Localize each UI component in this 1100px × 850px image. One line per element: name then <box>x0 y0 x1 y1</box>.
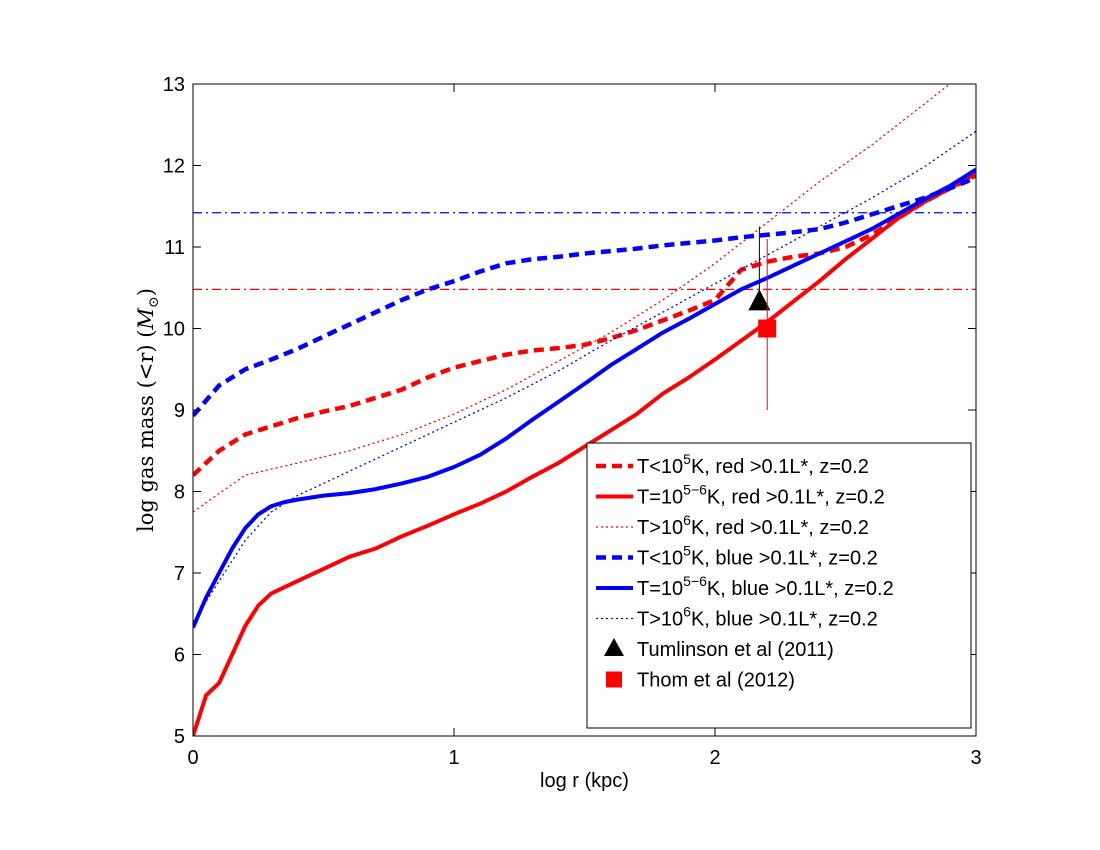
series-line-4 <box>193 175 976 418</box>
series-lines <box>193 84 976 736</box>
series-line-1 <box>193 173 976 477</box>
y-tick-label: 10 <box>163 319 185 341</box>
legend-swatch-thom <box>606 671 622 688</box>
y-tick-label: 9 <box>174 400 185 422</box>
y-tick-label: 5 <box>174 726 185 748</box>
tumlinson-point <box>748 289 771 311</box>
legend-label-5: T=105−6K, blue >0.1L*, z=0.2 <box>637 573 894 600</box>
series-line-6 <box>193 130 976 623</box>
legend-swatch-tumlinson <box>604 638 624 656</box>
observation-points <box>748 226 777 410</box>
legend-label-2: T=105−6K, red >0.1L*, z=0.2 <box>637 482 885 509</box>
y-tick-label: 6 <box>174 645 185 667</box>
y-tick-label: 7 <box>174 563 185 585</box>
x-axis-label: log r (kpc) <box>540 770 629 792</box>
series-line-2 <box>193 171 976 736</box>
thom-point <box>758 319 777 338</box>
y-tick-label: 13 <box>163 74 185 96</box>
x-tick-label: 2 <box>709 747 720 769</box>
y-tick-label: 11 <box>164 237 185 259</box>
legend-box <box>586 442 972 729</box>
reference-lines <box>193 212 976 290</box>
legend-label-1: T<105K, red >0.1L*, z=0.2 <box>637 451 869 478</box>
legend-label-3: T>106K, red >0.1L*, z=0.2 <box>637 512 869 539</box>
legend-label-point-2: Thom et al (2012) <box>637 670 795 692</box>
y-axis-label: log gas mass (<r) (M⊙) <box>134 288 162 532</box>
y-tick-label: 12 <box>163 156 185 178</box>
series-line-5 <box>193 167 976 629</box>
legend-label-6: T>106K, blue >0.1L*, z=0.2 <box>637 604 878 631</box>
x-tick-label: 3 <box>970 747 981 769</box>
legend: T<105K, red >0.1L*, z=0.2 T=105−6K, red >… <box>586 442 972 729</box>
x-tick-label: 0 <box>187 747 198 769</box>
y-tick-label: 8 <box>174 482 185 504</box>
legend-label-4: T<105K, blue >0.1L*, z=0.2 <box>637 543 878 570</box>
x-tick-label: 1 <box>448 747 459 769</box>
legend-label-point-1: Tumlinson et al (2011) <box>637 639 834 661</box>
